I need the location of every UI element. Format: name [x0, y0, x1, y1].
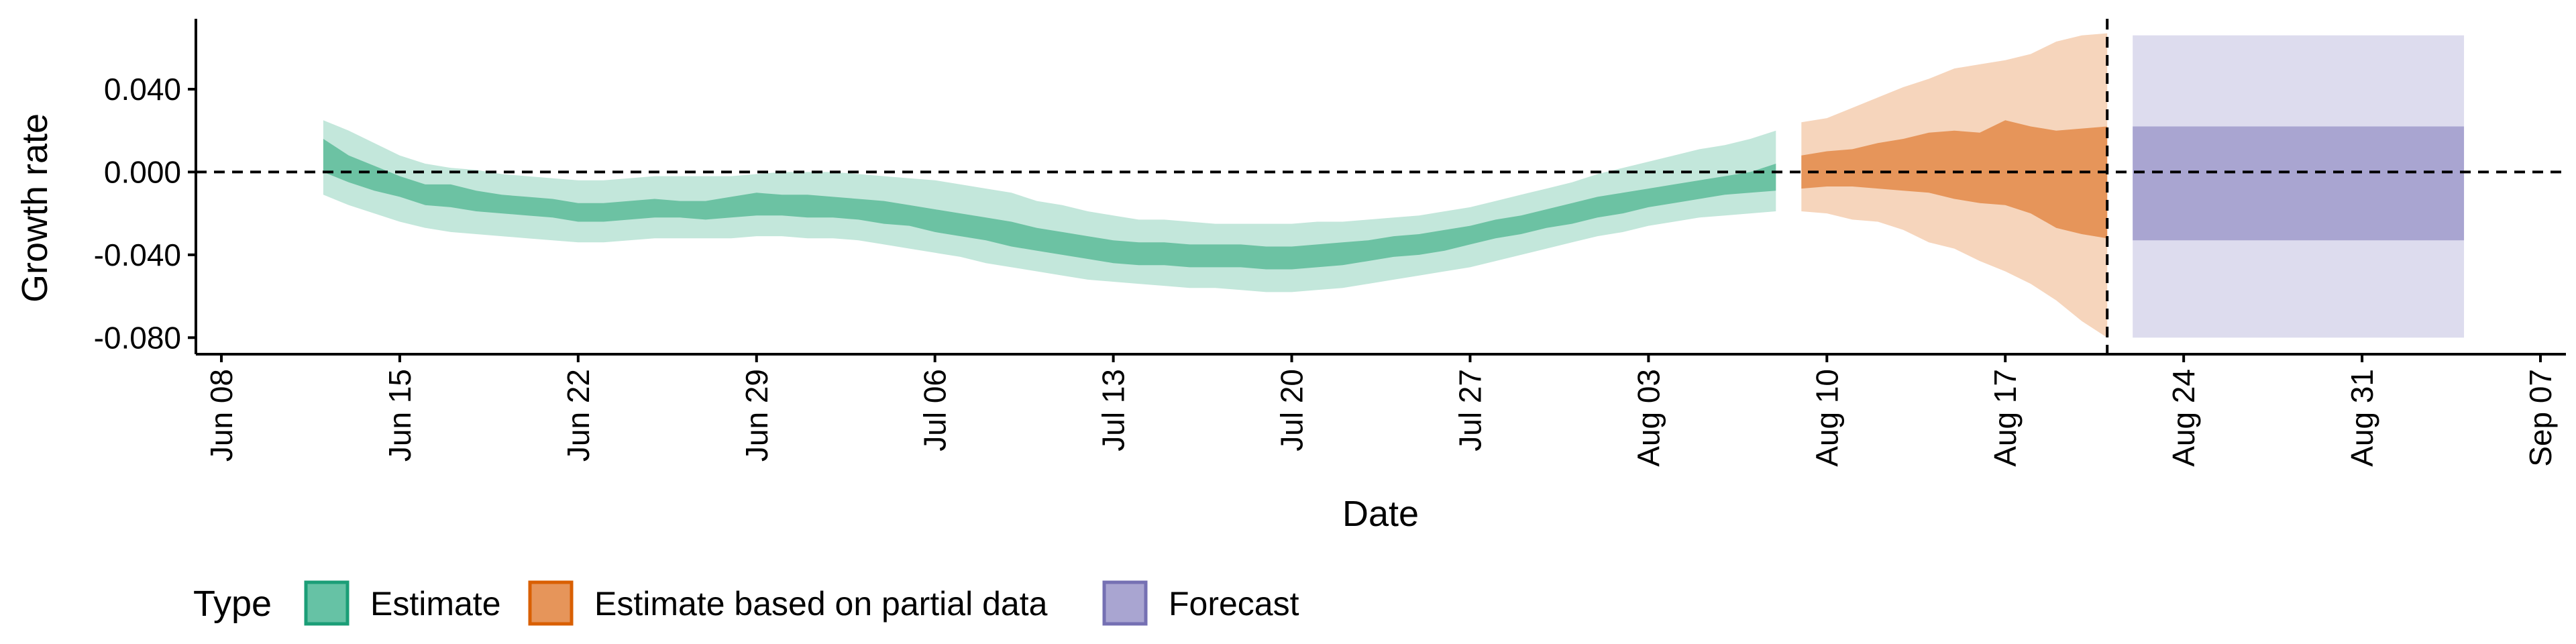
reference-lines-layer [196, 19, 2566, 354]
y-ticks-layer: 0.040 0.000 -0.040 -0.080 [94, 72, 196, 355]
legend-key-partial [528, 580, 574, 626]
x-tick-label: Aug 10 [1809, 369, 1844, 467]
y-tick-label: 0.000 [104, 154, 181, 189]
axes-layer [195, 19, 2566, 356]
bands-layer [323, 33, 2465, 338]
estimate-inner-band [323, 139, 1776, 270]
legend-label-forecast: Forecast [1169, 585, 1299, 623]
legend-label-estimate: Estimate [370, 585, 501, 623]
y-tick-label: -0.080 [94, 320, 181, 355]
x-tick-label: Aug 03 [1631, 369, 1666, 467]
partial-inner-band [1801, 120, 2108, 239]
y-tick-label: -0.040 [94, 237, 181, 272]
x-tick-label: Jul 20 [1275, 369, 1309, 451]
legend-key-estimate [304, 580, 350, 626]
legend-key-forecast [1102, 580, 1148, 626]
x-tick-label: Sep 07 [2523, 369, 2558, 467]
x-tick-label: Jul 27 [1453, 369, 1488, 451]
x-tick-label: Aug 31 [2345, 369, 2379, 467]
legend-label-partial: Estimate based on partial data [594, 585, 1048, 623]
x-axis-title: Date [1342, 494, 1419, 534]
x-tick-label: Jun 15 [382, 369, 417, 462]
x-tick-label: Jun 29 [739, 369, 774, 462]
y-tick-label: 0.040 [104, 72, 181, 107]
x-tick-label: Jul 06 [918, 369, 953, 451]
x-tick-label: Jun 22 [561, 369, 596, 462]
x-tick-label: Jul 13 [1096, 369, 1131, 451]
legend: Type Estimate Estimate based on partial d… [193, 580, 1299, 626]
x-ticks-layer: Jun 08 Jun 15 Jun 22 Jun 29 Jul 06 Jul 13 Jul … [204, 354, 2558, 467]
x-tick-label: Jun 08 [204, 369, 239, 462]
legend-title: Type [193, 584, 272, 624]
forecast-inner-band [2133, 126, 2465, 241]
x-tick-label: Aug 17 [1988, 369, 2023, 467]
y-axis-title: Growth rate [15, 113, 55, 303]
x-tick-label: Aug 24 [2166, 369, 2201, 467]
